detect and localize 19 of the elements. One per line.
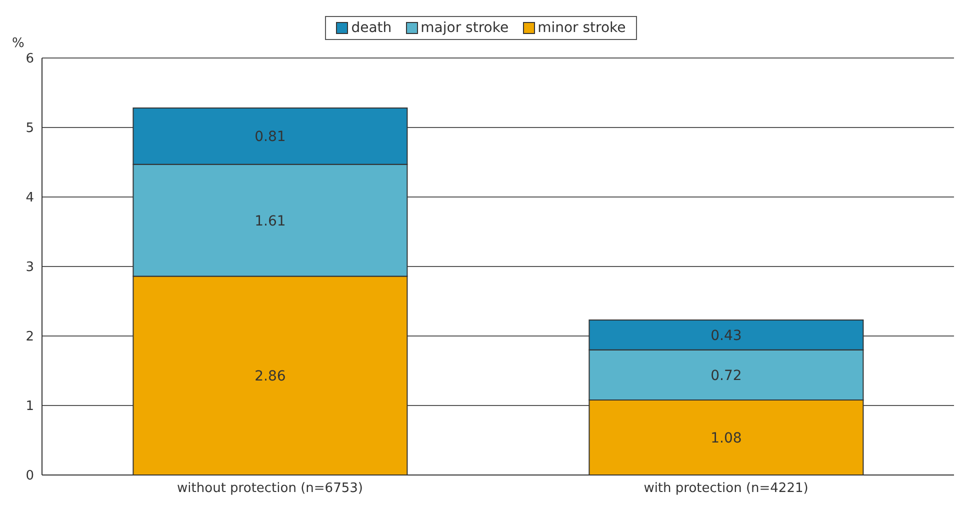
y-tick-label: 1	[26, 399, 34, 414]
y-tick-label: 2	[26, 330, 34, 345]
x-tick-label: without protection (n=6753)	[177, 481, 363, 496]
y-tick-label: 5	[26, 121, 34, 136]
data-label: 1.61	[254, 213, 286, 230]
y-tick-label: 0	[26, 468, 34, 484]
y-tick-label: 4	[26, 190, 34, 206]
legend-label: minor stroke	[536, 20, 626, 36]
data-label: 2.86	[254, 368, 286, 385]
data-label: 0.43	[710, 328, 742, 344]
data-label: 1.08	[710, 430, 742, 446]
legend-label: major stroke	[420, 20, 509, 36]
y-tick-label: 3	[26, 260, 34, 276]
data-label: 0.81	[254, 129, 286, 146]
data-label: 0.72	[710, 368, 742, 384]
legend-label: death	[350, 20, 392, 36]
y-axis-title: %	[12, 36, 24, 51]
x-tick-label: with protection (n=4221)	[644, 481, 808, 496]
y-tick-label: 6	[26, 52, 34, 67]
